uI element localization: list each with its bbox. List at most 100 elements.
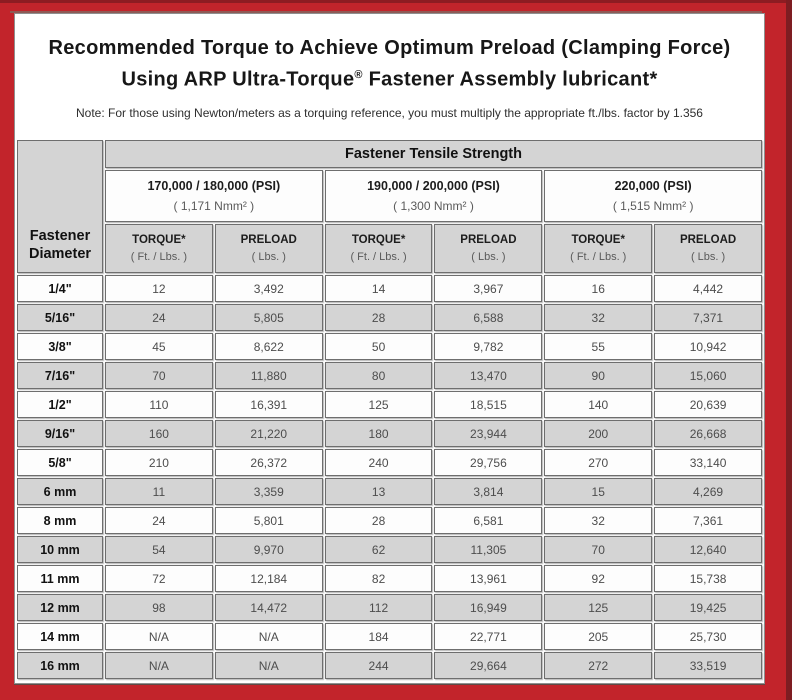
torque-value-cell: 50 bbox=[324, 333, 433, 360]
torque-value-cell: 13 bbox=[324, 478, 433, 505]
fastener-diameter-cell: 8 mm bbox=[17, 507, 103, 534]
preload-value-cell: 12,184 bbox=[214, 565, 323, 592]
preload-value-cell: 9,970 bbox=[214, 536, 323, 563]
torque-value-cell: 184 bbox=[324, 623, 433, 650]
torque-value-cell: 270 bbox=[544, 449, 653, 476]
torque-value-cell: 160 bbox=[105, 420, 213, 447]
header-row-psi: 170,000 / 180,000 (PSI) ( 1,171 Nmm² ) 1… bbox=[17, 170, 762, 222]
torque-value-cell: 62 bbox=[324, 536, 433, 563]
preload-value-cell: 3,492 bbox=[214, 275, 323, 302]
fastener-diameter-cell: 14 mm bbox=[17, 623, 103, 650]
preload-value-cell: 19,425 bbox=[654, 594, 762, 621]
preload-value-cell: 29,664 bbox=[434, 652, 543, 679]
torque-unit: ( Ft. / Lbs. ) bbox=[350, 251, 407, 263]
preload-value-cell: 33,519 bbox=[654, 652, 762, 679]
psi-value: 220,000 (PSI) bbox=[614, 179, 692, 193]
preload-value-cell: 5,805 bbox=[214, 304, 323, 331]
preload-value-cell: 4,442 bbox=[654, 275, 762, 302]
preload-label: PRELOAD bbox=[679, 234, 737, 246]
corner-header-fastener-diameter: Fastener Diameter bbox=[17, 140, 103, 273]
frame-top-edge bbox=[0, 0, 792, 3]
preload-value-cell: 13,961 bbox=[434, 565, 543, 592]
psi-value: 190,000 / 200,000 (PSI) bbox=[367, 179, 500, 193]
torque-value-cell: 80 bbox=[324, 362, 433, 389]
table-row: 3/8" 45 8,622 50 9,782 55 10,942 bbox=[17, 333, 762, 360]
preload-value-cell: 26,668 bbox=[654, 420, 762, 447]
torque-value-cell: 92 bbox=[544, 565, 653, 592]
preload-value-cell: 20,639 bbox=[654, 391, 762, 418]
preload-value-cell: 11,305 bbox=[434, 536, 543, 563]
preload-value-cell: 8,622 bbox=[214, 333, 323, 360]
torque-value-cell: 32 bbox=[544, 507, 653, 534]
preload-value-cell: 7,371 bbox=[654, 304, 762, 331]
preload-label: PRELOAD bbox=[460, 234, 517, 246]
torque-value-cell: N/A bbox=[105, 623, 213, 650]
torque-value-cell: 125 bbox=[324, 391, 433, 418]
torque-value-cell: 110 bbox=[105, 391, 213, 418]
preload-value-cell: 26,372 bbox=[214, 449, 323, 476]
preload-value-cell: 16,949 bbox=[434, 594, 543, 621]
preload-value-cell: 4,269 bbox=[654, 478, 762, 505]
preload-value-cell: 3,359 bbox=[214, 478, 323, 505]
table-row: 7/16" 70 11,880 80 13,470 90 15,060 bbox=[17, 362, 762, 389]
preload-value-cell: 15,060 bbox=[654, 362, 762, 389]
preload-value-cell: 23,944 bbox=[434, 420, 543, 447]
fastener-diameter-cell: 9/16" bbox=[17, 420, 103, 447]
torque-value-cell: 72 bbox=[105, 565, 213, 592]
torque-label: TORQUE* bbox=[351, 234, 406, 246]
table-row: 12 mm 98 14,472 112 16,949 125 19,425 bbox=[17, 594, 762, 621]
table-row: 16 mm N/A N/A 244 29,664 272 33,519 bbox=[17, 652, 762, 679]
preload-value-cell: 3,967 bbox=[434, 275, 543, 302]
torque-unit: ( Ft. / Lbs. ) bbox=[130, 251, 188, 263]
torque-value-cell: 112 bbox=[324, 594, 433, 621]
page-title-line-2: Using ARP Ultra-Torque® Fastener Assembl… bbox=[15, 62, 764, 94]
title-block: Recommended Torque to Achieve Optimum Pr… bbox=[15, 14, 764, 138]
torque-value-cell: 12 bbox=[105, 275, 213, 302]
preload-value-cell: 9,782 bbox=[434, 333, 543, 360]
psi-group-190-200: 190,000 / 200,000 (PSI) ( 1,300 Nmm² ) bbox=[324, 170, 543, 222]
torque-value-cell: 45 bbox=[105, 333, 213, 360]
torque-value-cell: 70 bbox=[105, 362, 213, 389]
fastener-diameter-cell: 6 mm bbox=[17, 478, 103, 505]
table-body: 1/4" 12 3,492 14 3,967 16 4,442 5/16" 24 5,805 28 6… bbox=[17, 275, 762, 679]
torque-value-cell: 55 bbox=[544, 333, 653, 360]
tensile-strength-header: Fastener Tensile Strength bbox=[105, 140, 762, 168]
torque-column-header: TORQUE* ( Ft. / Lbs. ) bbox=[105, 224, 213, 273]
torque-value-cell: 125 bbox=[544, 594, 653, 621]
torque-value-cell: N/A bbox=[105, 652, 213, 679]
header-row-columns: TORQUE* ( Ft. / Lbs. ) PRELOAD ( Lbs. ) … bbox=[17, 224, 762, 273]
preload-column-header: PRELOAD ( Lbs. ) bbox=[434, 224, 543, 273]
fastener-diameter-cell: 1/2" bbox=[17, 391, 103, 418]
preload-value-cell: N/A bbox=[214, 652, 323, 679]
preload-value-cell: 11,880 bbox=[214, 362, 323, 389]
torque-value-cell: 54 bbox=[105, 536, 213, 563]
registered-trademark-symbol: ® bbox=[354, 69, 363, 81]
preload-value-cell: 22,771 bbox=[434, 623, 543, 650]
fastener-diameter-cell: 3/8" bbox=[17, 333, 103, 360]
preload-value-cell: 16,391 bbox=[214, 391, 323, 418]
table-row: 10 mm 54 9,970 62 11,305 70 12,640 bbox=[17, 536, 762, 563]
torque-value-cell: 28 bbox=[324, 507, 433, 534]
preload-value-cell: 29,756 bbox=[434, 449, 543, 476]
torque-value-cell: 24 bbox=[105, 507, 213, 534]
table-row: 1/2" 110 16,391 125 18,515 140 20,639 bbox=[17, 391, 762, 418]
table-row: 6 mm 11 3,359 13 3,814 15 4,269 bbox=[17, 478, 762, 505]
frame-bottom-line bbox=[14, 683, 765, 685]
preload-value-cell: 18,515 bbox=[434, 391, 543, 418]
conversion-note: Note: For those using Newton/meters as a… bbox=[76, 105, 703, 120]
table-row: 11 mm 72 12,184 82 13,961 92 15,738 bbox=[17, 565, 762, 592]
preload-value-cell: 6,581 bbox=[434, 507, 543, 534]
fastener-diameter-cell: 10 mm bbox=[17, 536, 103, 563]
preload-label: PRELOAD bbox=[240, 234, 297, 246]
fastener-diameter-cell: 12 mm bbox=[17, 594, 103, 621]
fastener-diameter-cell: 5/16" bbox=[17, 304, 103, 331]
table-row: 1/4" 12 3,492 14 3,967 16 4,442 bbox=[17, 275, 762, 302]
preload-value-cell: 13,470 bbox=[434, 362, 543, 389]
table-header: Fastener Diameter Fastener Tensile Stren… bbox=[17, 140, 762, 273]
torque-column-header: TORQUE* ( Ft. / Lbs. ) bbox=[544, 224, 653, 273]
preload-unit: ( Lbs. ) bbox=[471, 251, 506, 263]
fastener-diameter-cell: 11 mm bbox=[17, 565, 103, 592]
preload-unit: ( Lbs. ) bbox=[690, 251, 726, 263]
table-row: 9/16" 160 21,220 180 23,944 200 26,668 bbox=[17, 420, 762, 447]
